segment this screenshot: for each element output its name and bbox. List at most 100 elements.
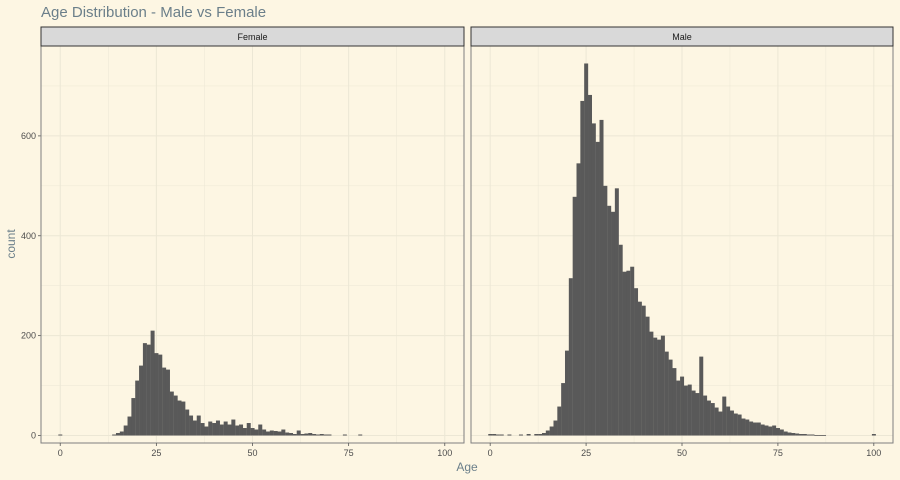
histogram-bar (706, 400, 711, 436)
histogram-bar (131, 398, 136, 436)
facet-panels: Female 0 25 50 75 100 Male 0 25 50 75 100 (40, 26, 894, 458)
histogram-bar (687, 384, 692, 436)
x-tick-label: 100 (437, 448, 452, 458)
histogram-bar (691, 390, 696, 436)
histogram-bar (568, 278, 573, 436)
histogram-bar (672, 368, 677, 436)
histogram-bar (254, 429, 259, 436)
histogram-bar (499, 434, 504, 436)
histogram-bar (323, 434, 328, 436)
histogram-bar (139, 365, 144, 436)
histogram-bar (239, 424, 244, 436)
histogram-bar (768, 426, 773, 436)
x-tick-label: 0 (488, 448, 493, 458)
histogram-bar (657, 339, 662, 436)
histogram-bar (695, 393, 700, 436)
histogram-bar (277, 431, 282, 436)
x-tick-label: 25 (581, 448, 591, 458)
histogram-bar (208, 421, 213, 436)
histogram-bar (192, 420, 197, 436)
histogram-bar (699, 356, 704, 436)
histogram-bar (557, 406, 562, 436)
histogram-bar (806, 434, 811, 436)
histogram-bar (119, 431, 124, 436)
histogram-bar (637, 301, 642, 436)
histogram-bar (871, 434, 876, 436)
histogram-bar (154, 353, 159, 436)
histogram-bar (572, 196, 577, 436)
histogram-bar (630, 266, 635, 436)
histogram-bar (507, 434, 512, 436)
y-axis-ticks: 0 200 400 600 (21, 131, 41, 441)
histogram-bar (580, 100, 585, 436)
histogram-bar (538, 434, 543, 436)
histogram-bar (185, 409, 190, 436)
histogram-bar (764, 425, 769, 436)
histogram-bar (526, 434, 531, 436)
histogram-bar (626, 270, 631, 436)
histogram-bar (599, 119, 604, 436)
histogram-bar (127, 416, 132, 436)
histogram-bar (822, 435, 827, 436)
x-tick-label: 50 (677, 448, 687, 458)
chart-title: Age Distribution - Male vs Female (41, 4, 266, 21)
histogram-bar (595, 141, 600, 436)
x-tick-label: 25 (151, 448, 161, 458)
histogram-bar (795, 433, 800, 436)
histogram-bar (189, 415, 194, 436)
histogram-bar (273, 431, 278, 436)
histogram-bar (749, 421, 754, 436)
x-tick-label: 0 (58, 448, 63, 458)
histogram-bar (726, 406, 731, 436)
histogram-bar (760, 424, 765, 436)
histogram-bar (300, 434, 305, 436)
histogram-bar (292, 434, 297, 436)
histogram-bar (791, 433, 796, 436)
histogram-bar (358, 434, 363, 436)
histogram-bar (660, 335, 665, 436)
histogram-bar (181, 401, 186, 436)
histogram-bar (553, 420, 558, 436)
histogram-bar (165, 369, 170, 436)
histogram-bar (289, 433, 294, 436)
histogram-bar (733, 413, 738, 436)
histogram-bar (775, 428, 780, 436)
x-tick-label: 75 (773, 448, 783, 458)
histogram-bar (262, 429, 267, 436)
histogram-bar (576, 163, 581, 436)
facet-panel-male: Male 0 25 50 75 100 (470, 26, 894, 458)
histogram-bar (603, 185, 608, 436)
histogram-bar (231, 419, 236, 436)
histogram-bar (304, 433, 309, 436)
histogram-bar (342, 434, 347, 436)
histogram-bar (488, 434, 493, 436)
facet-strip (470, 26, 894, 47)
histogram-bar (645, 316, 650, 436)
histogram-bar (614, 188, 619, 436)
histogram-bar (285, 432, 290, 436)
y-tick-label: 0 (31, 431, 36, 441)
histogram-bar (683, 385, 688, 436)
facet-panel-female: Female 0 25 50 75 100 (40, 26, 465, 458)
y-axis-title: count (4, 229, 18, 259)
histogram-bar (146, 344, 151, 436)
facet-strip-label: Female (237, 32, 267, 42)
histogram-bar (737, 414, 742, 436)
histogram-bar (752, 422, 757, 436)
histogram-bar (269, 430, 274, 436)
histogram-bar (115, 433, 120, 436)
histogram-bar (714, 407, 719, 436)
histogram-bar (680, 376, 685, 436)
histogram-bar (618, 244, 623, 436)
histogram-bars (488, 63, 876, 436)
histogram-bar (58, 434, 63, 436)
histogram-bar (223, 421, 228, 436)
histogram-bar (173, 395, 178, 436)
histogram-bar (169, 391, 174, 436)
histogram-bar (219, 424, 224, 436)
histogram-bar (281, 429, 286, 436)
histogram-bar (250, 428, 255, 436)
histogram-bar (296, 430, 301, 436)
histogram-bar (722, 396, 727, 436)
